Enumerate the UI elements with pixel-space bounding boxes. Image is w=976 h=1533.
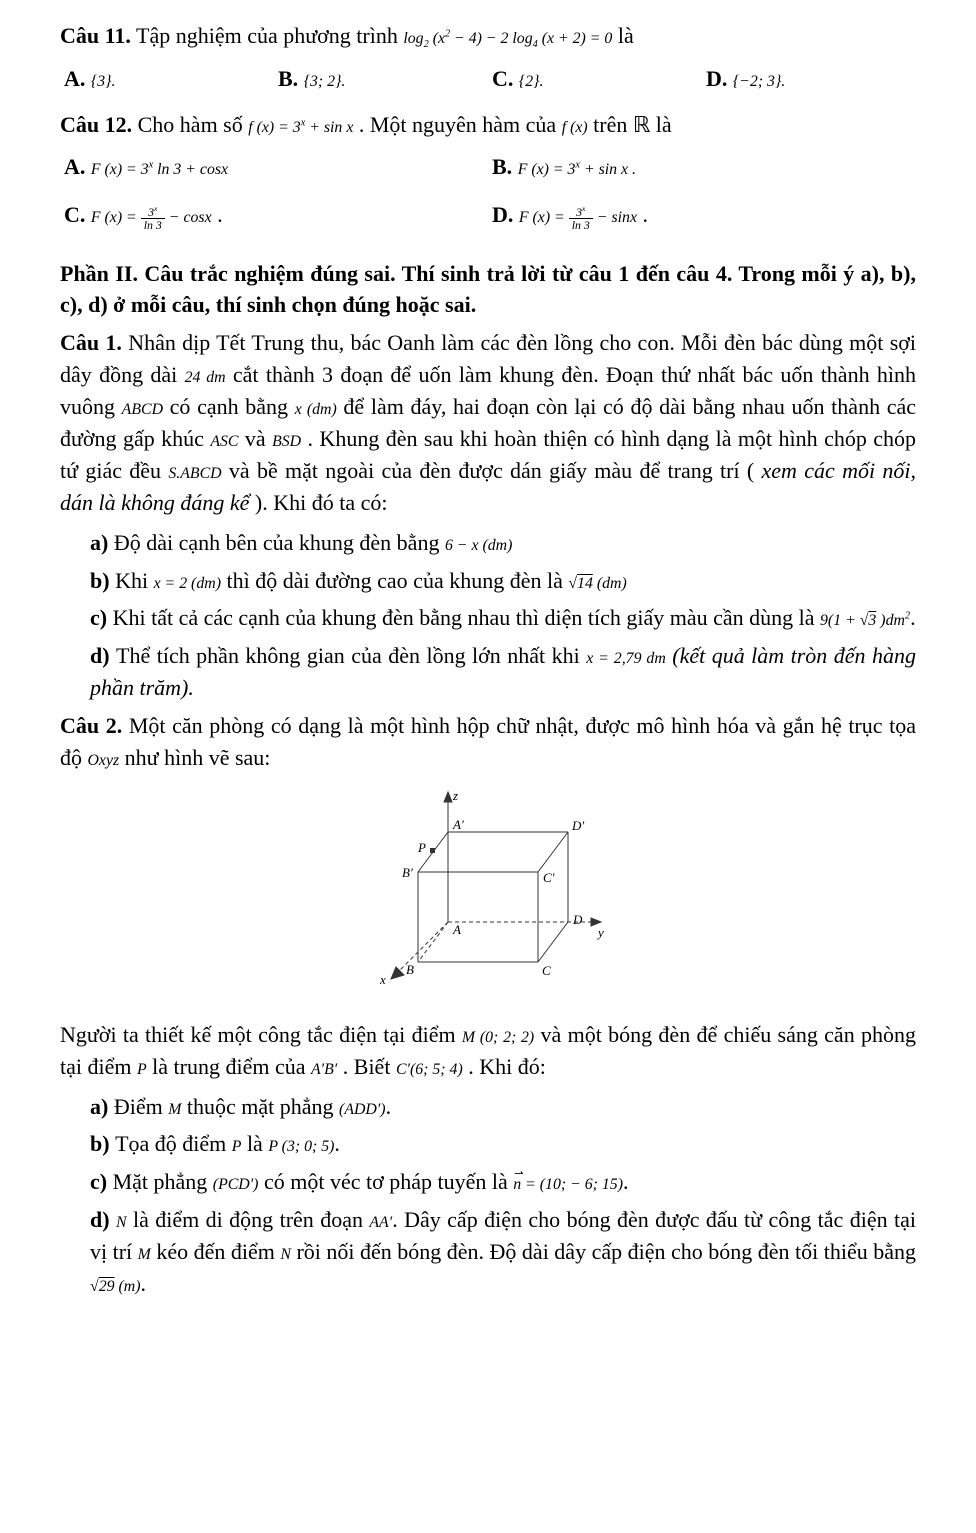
svg-text:C′: C′ (543, 870, 555, 885)
q12-label: Câu 12. (60, 112, 132, 137)
question-11: Câu 11. Tập nghiệm của phương trình log2… (60, 20, 916, 53)
p2q2-c: c) Mặt phẳng (PCD′) có một véc tơ pháp t… (90, 1166, 916, 1198)
svg-text:P: P (417, 840, 426, 855)
svg-text:y: y (596, 925, 604, 940)
q12-expr1: f (x) = 3x + sin x (248, 119, 353, 136)
q11-stem-post: là (618, 23, 634, 48)
q12-options-row1: A. F (x) = 3x ln 3 + cosx B. F (x) = 3x … (60, 149, 916, 185)
svg-text:C: C (542, 963, 551, 978)
q11-opt-c[interactable]: C. {2}. (488, 61, 702, 97)
q12-opt-b[interactable]: B. F (x) = 3x + sin x . (488, 149, 916, 185)
p2q2-b: b) Tọa độ điểm P là P (3; 0; 5). (90, 1128, 916, 1160)
q12-options-row2: C. F (x) = 3xln 3 − cosx . D. F (x) = 3x… (60, 197, 916, 234)
q12-opt-a[interactable]: A. F (x) = 3x ln 3 + cosx (60, 149, 488, 185)
q11-options: A. {3}. B. {3; 2}. C. {2}. D. {−2; 3}. (60, 61, 916, 97)
cube-svg: z y x A′ D′ (338, 782, 638, 1002)
question-12: Câu 12. Cho hàm số f (x) = 3x + sin x . … (60, 109, 916, 141)
svg-text:D′: D′ (571, 818, 584, 833)
q12-expr2: f (x) (562, 119, 588, 136)
q11-stem-pre: Tập nghiệm của phương trình (136, 23, 403, 48)
part2-heading: Phần II. Câu trắc nghiệm đúng sai. Thí s… (60, 258, 916, 322)
p2q1-d: d) Thể tích phần không gian của đèn lồng… (90, 640, 916, 704)
p2q1-a: a) Độ dài cạnh bên của khung đèn bằng 6 … (90, 527, 916, 559)
svg-text:A: A (452, 922, 461, 937)
q12-opt-d[interactable]: D. F (x) = 3xln 3 − sinx . (488, 197, 916, 234)
svg-text:B: B (406, 962, 414, 977)
svg-text:z: z (452, 788, 458, 803)
q12-pre: Cho hàm số (138, 112, 249, 137)
q11-opt-a[interactable]: A. {3}. (60, 61, 274, 97)
p2q1-c: c) Khi tất cả các cạnh của khung đèn bằn… (90, 602, 916, 634)
q12-opt-c[interactable]: C. F (x) = 3xln 3 − cosx . (60, 197, 488, 234)
p2q2-d: d) N là điểm di động trên đoạn AA′. Dây … (90, 1204, 916, 1300)
svg-text:A′: A′ (452, 817, 464, 832)
p2q2-text-after-fig: Người ta thiết kế một công tắc điện tại … (60, 1019, 916, 1083)
q12-post: trên ℝ là (593, 112, 672, 137)
p2-question-2: Câu 2. Một căn phòng có dạng là một hình… (60, 710, 916, 774)
p2q1-b: b) Khi x = 2 (dm) thì độ dài đường cao c… (90, 565, 916, 597)
q11-opt-b[interactable]: B. {3; 2}. (274, 61, 488, 97)
q11-expr: log2 (x2 − 4) − 2 log4 (x + 2) = 0 (403, 30, 612, 47)
q12-mid: . Một nguyên hàm của (359, 112, 562, 137)
p2q2-label: Câu 2. (60, 713, 122, 738)
svg-text:x: x (379, 972, 386, 987)
cube-figure: z y x A′ D′ (60, 782, 916, 1011)
svg-text:B′: B′ (402, 865, 413, 880)
q11-label: Câu 11. (60, 23, 131, 48)
q11-opt-d[interactable]: D. {−2; 3}. (702, 61, 916, 97)
p2-question-1: Câu 1. Nhân dịp Tết Trung thu, bác Oanh … (60, 327, 916, 518)
p2q2-a: a) Điểm M thuộc mặt phẳng (ADD′). (90, 1091, 916, 1123)
p2q1-label: Câu 1. (60, 330, 122, 355)
svg-text:D: D (572, 912, 583, 927)
